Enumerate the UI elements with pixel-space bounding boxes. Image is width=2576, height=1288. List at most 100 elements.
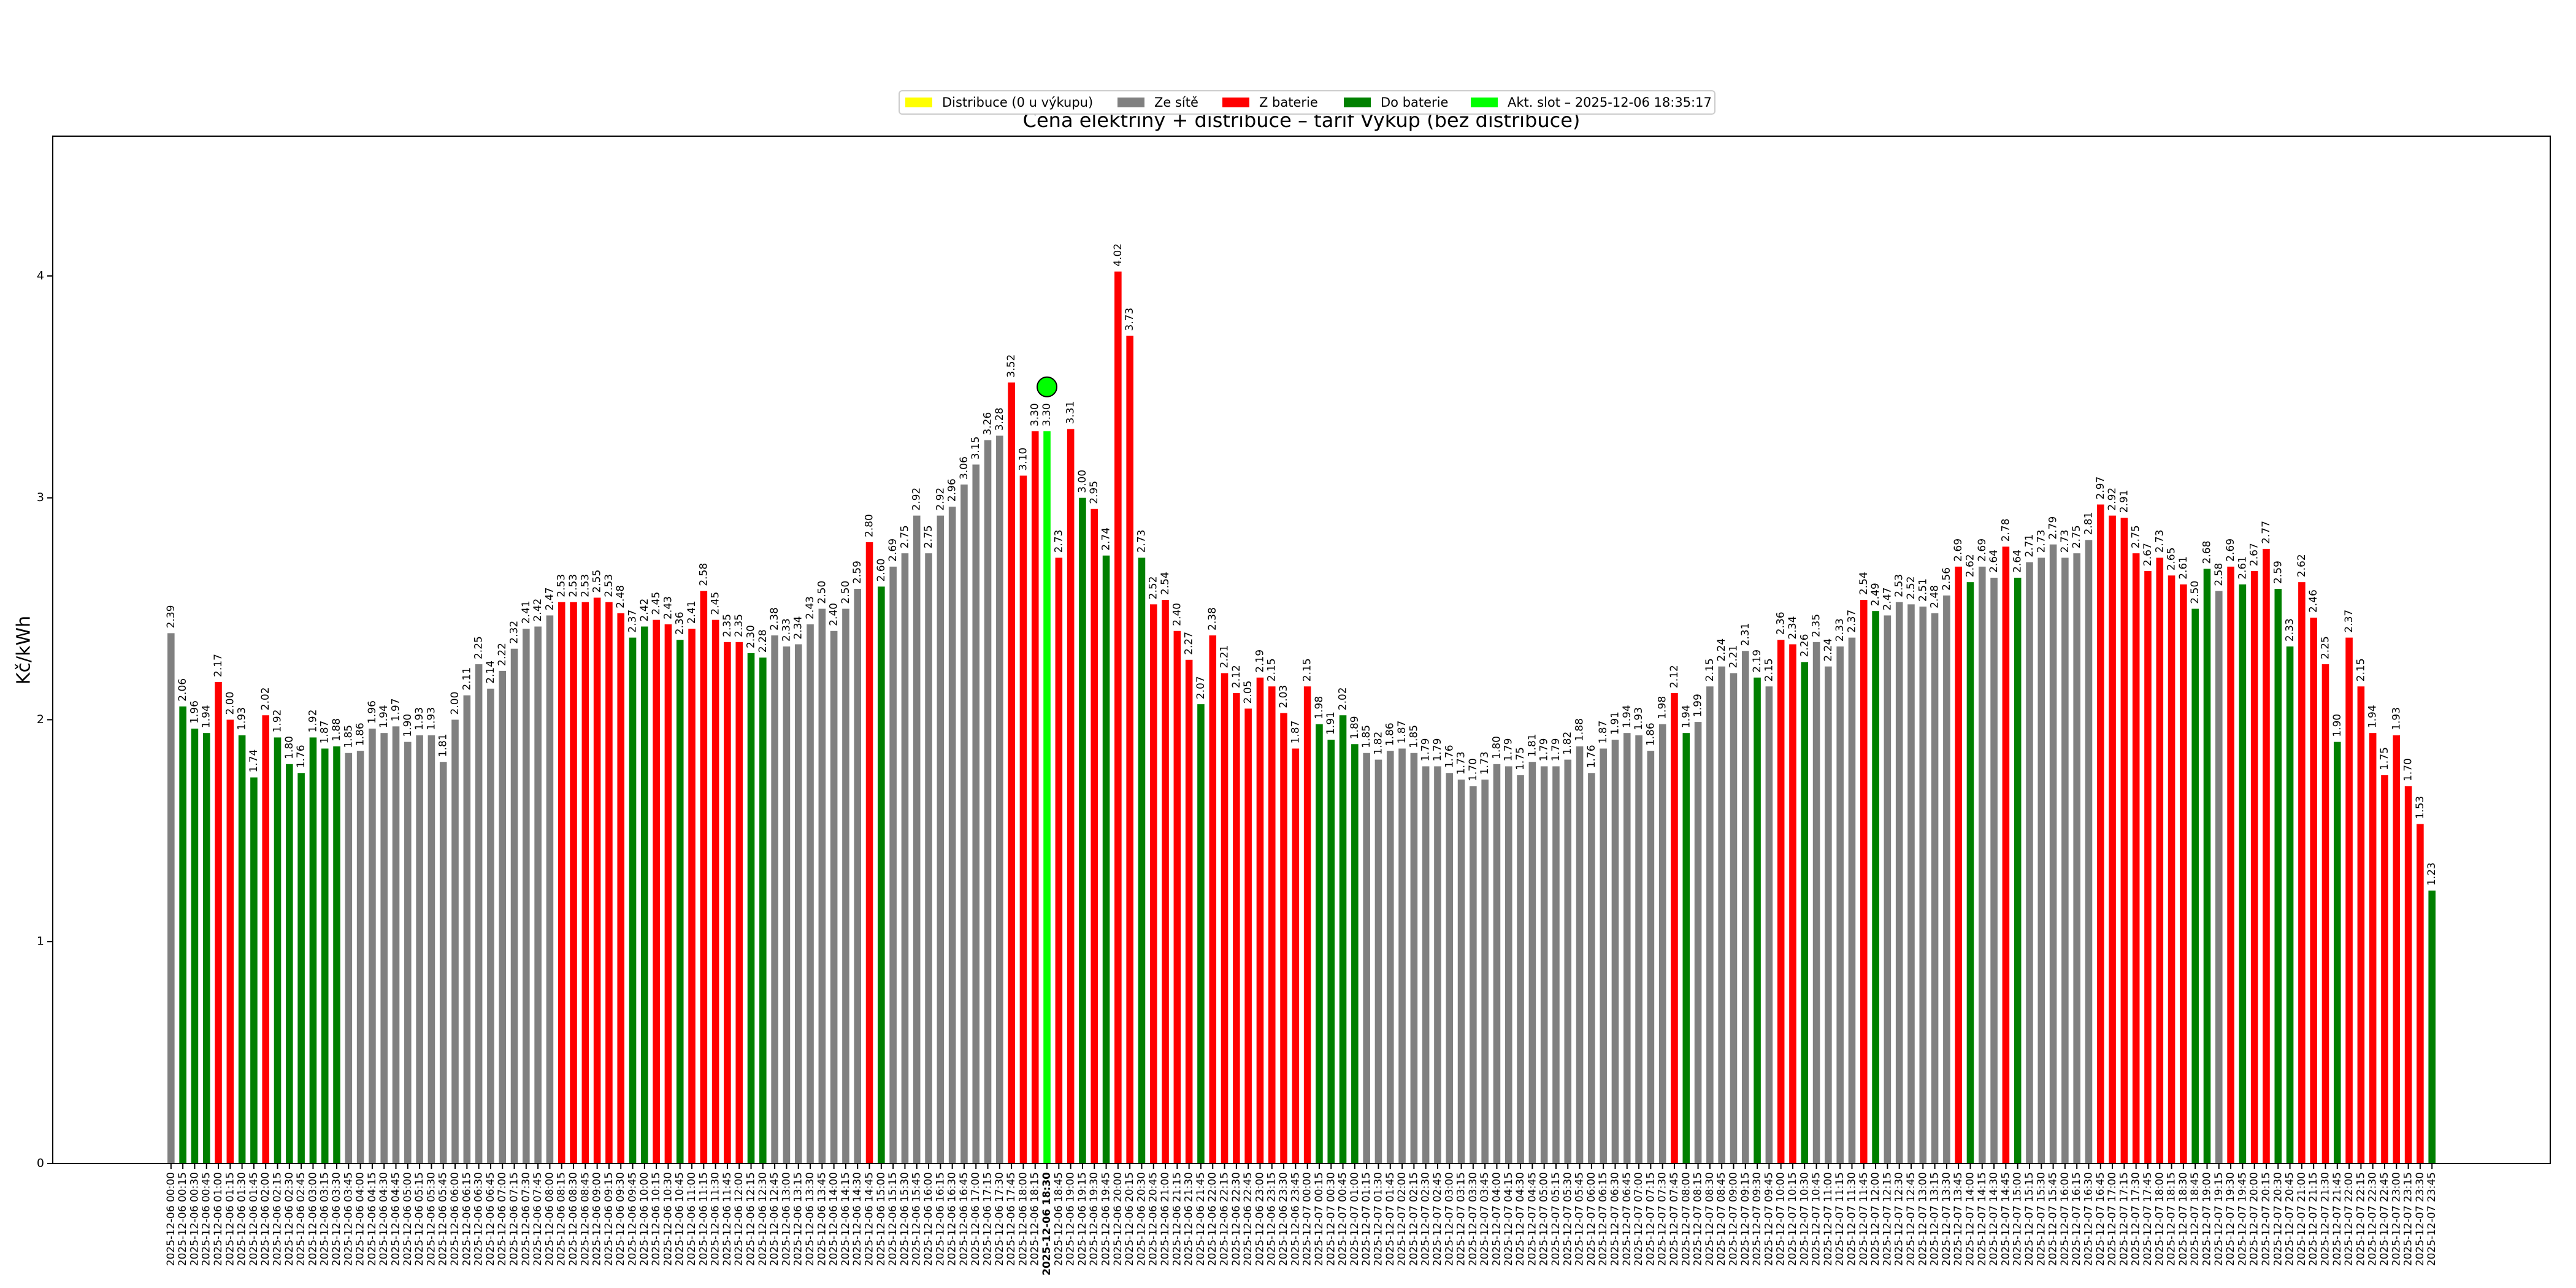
bar [1422,766,1430,1163]
bar [404,742,412,1163]
bar [2026,562,2033,1163]
x-tick-label: 2025-12-06 09:45 [627,1172,639,1266]
x-tick-label: 2025-12-06 11:00 [686,1172,698,1266]
value-label: 2.40 [828,603,840,626]
value-label: 2.24 [1822,638,1834,662]
bar [463,695,471,1163]
value-label: 2.49 [1869,583,1882,606]
bar [913,515,921,1163]
x-tick-label: 2025-12-06 23:00 [1254,1172,1266,1266]
x-tick-label: 2025-12-07 19:00 [2201,1172,2213,1266]
bar [593,597,601,1163]
value-label: 2.45 [650,592,662,615]
x-tick-label: 2025-12-06 21:45 [1195,1172,1207,1266]
value-label: 1.91 [1325,711,1337,735]
bar [2061,558,2069,1163]
x-tick-label: 2025-12-07 19:30 [2225,1172,2237,1266]
value-label: 2.73 [2035,530,2047,553]
bar [925,553,932,1163]
value-label: 2.92 [934,488,946,511]
value-label: 2.15 [1704,658,1716,681]
y-tick-label: 3 [37,491,44,504]
x-tick-label: 2025-12-06 07:30 [520,1172,532,1266]
value-label: 2.21 [1219,645,1231,669]
x-tick-label: 2025-12-07 01:45 [1384,1172,1397,1266]
x-tick-label: 2025-12-06 11:45 [721,1172,734,1266]
bar [1280,713,1287,1163]
bar [1860,600,1868,1163]
value-label: 2.30 [745,625,757,648]
x-tick-label: 2025-12-06 06:00 [449,1172,461,1266]
x-tick-label: 2025-12-07 21:45 [2331,1172,2344,1266]
bar [1043,431,1051,1163]
value-label: 2.37 [2343,610,2355,633]
x-tick-label: 2025-12-06 13:30 [804,1172,816,1266]
x-tick-label: 2025-12-06 03:15 [319,1172,331,1266]
x-tick-label: 2025-12-07 14:15 [1976,1172,1988,1266]
x-tick-label: 2025-12-06 07:45 [532,1172,544,1266]
value-label: 1.75 [2379,747,2391,770]
value-label: 1.23 [2426,862,2438,886]
value-label: 2.75 [2130,525,2142,548]
bar [1126,335,1133,1163]
x-tick-label: 2025-12-06 23:15 [1266,1172,1278,1266]
x-tick-label: 2025-12-07 21:30 [2319,1172,2331,1266]
value-label: 2.52 [1905,576,1917,599]
bar [1647,751,1655,1163]
value-label: 2.38 [769,607,781,631]
bar [499,670,507,1163]
bar [487,688,494,1163]
value-label: 2.50 [840,581,852,604]
bar [215,681,222,1163]
value-label: 2.92 [2106,488,2118,511]
value-label: 2.12 [1668,665,1681,688]
x-tick-label: 2025-12-07 07:45 [1668,1172,1681,1266]
x-tick-label: 2025-12-06 00:30 [188,1172,201,1266]
bar [865,542,873,1163]
value-label: 2.69 [1976,539,1988,562]
value-label: 2.77 [2260,521,2272,544]
bar [2109,515,2116,1163]
x-tick-label: 2025-12-07 08:00 [1680,1172,1692,1266]
x-tick-label: 2025-12-07 00:45 [1337,1172,1349,1266]
x-tick-label: 2025-12-06 09:15 [603,1172,615,1266]
x-tick-label: 2025-12-07 23:30 [2414,1172,2426,1266]
x-tick-label: 2025-12-07 12:30 [1893,1172,1906,1266]
value-label: 2.02 [1337,687,1349,710]
bar [1801,662,1809,1163]
x-tick-label: 2025-12-06 17:30 [994,1172,1006,1266]
value-label: 2.34 [1787,616,1799,640]
value-label: 2.73 [2059,530,2071,553]
bar [1884,615,1892,1163]
value-label: 1.87 [1396,721,1408,744]
value-label: 1.87 [319,721,331,744]
bar [1233,693,1240,1163]
bar [202,733,210,1163]
x-tick-label: 2025-12-07 01:15 [1360,1172,1373,1266]
value-label: 2.38 [1206,607,1219,631]
x-tick-label: 2025-12-07 03:45 [1479,1172,1491,1266]
legend-swatch [1471,98,1498,107]
value-label: 3.30 [1041,403,1053,426]
x-tick-label: 2025-12-06 20:15 [1124,1172,1136,1266]
x-tick-label: 2025-12-06 13:15 [792,1172,805,1266]
bar [1505,766,1512,1163]
bar [2333,742,2341,1163]
bar [250,777,258,1163]
value-label: 2.61 [2177,556,2190,580]
bar [1955,566,1962,1163]
x-tick-label: 2025-12-06 03:00 [307,1172,319,1266]
bar [783,646,791,1163]
x-tick-label: 2025-12-07 06:00 [1585,1172,1598,1266]
x-tick-label: 2025-12-06 02:00 [259,1172,272,1266]
x-tick-label: 2025-12-06 14:30 [851,1172,864,1266]
bar [878,586,885,1163]
x-tick-label: 2025-12-07 05:15 [1550,1172,1562,1266]
legend-label: Ze sítě [1154,95,1198,110]
bar [1067,429,1075,1163]
bar [1765,686,1773,1163]
x-tick-label: 2025-12-06 20:45 [1148,1172,1160,1266]
bar [546,615,554,1163]
bar [1244,708,1252,1163]
x-tick-label: 2025-12-07 01:00 [1349,1172,1361,1266]
